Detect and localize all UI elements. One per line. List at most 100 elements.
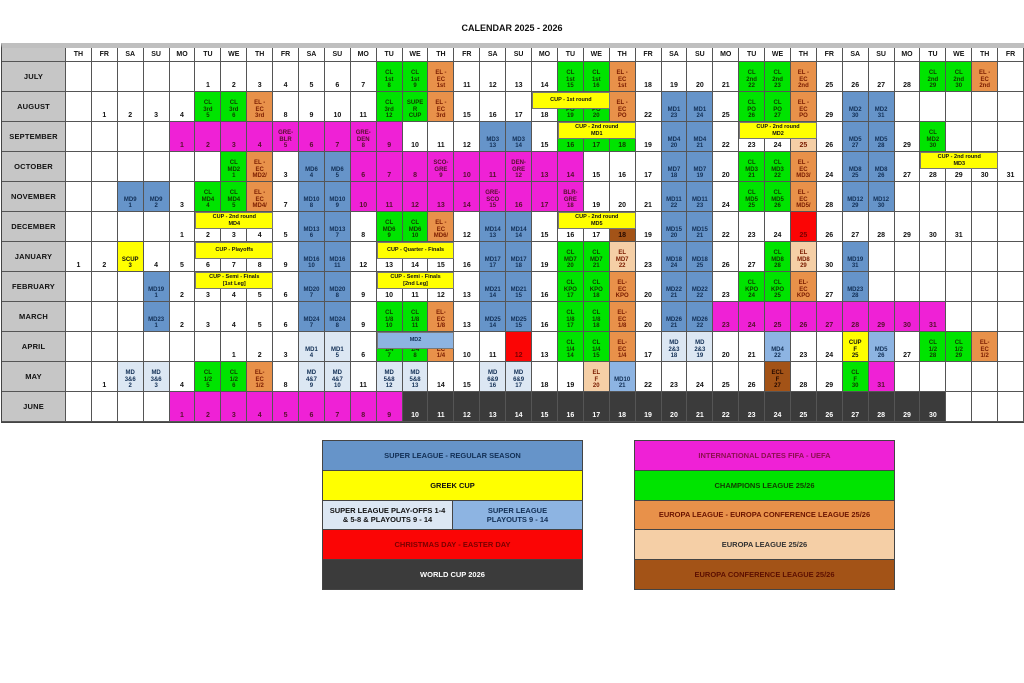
day-cell: MD1 5 xyxy=(324,332,351,362)
day-cell: 29 xyxy=(894,392,921,422)
day-cell: CL KPO 18 xyxy=(583,272,610,302)
day-cell: 27 xyxy=(816,272,843,302)
day-cell: MD23 28 xyxy=(842,272,869,302)
day-cell: 24 xyxy=(713,182,740,212)
weekday-header: SU xyxy=(324,48,351,62)
day-cell: MD 4&7 10 xyxy=(324,362,351,392)
day-cell: 30 xyxy=(816,242,843,272)
legend-item: CHAMPIONS LEAGUE 25/26 xyxy=(635,470,894,500)
day-cell: MD13 6 xyxy=(299,212,325,242)
day-cell: 4 xyxy=(247,122,274,152)
day-cell: 16 xyxy=(557,392,584,422)
day-cell: 19 xyxy=(635,122,662,152)
legend-row: EUROPA LEAGUE 25/26 xyxy=(635,530,894,561)
day-cell: EL F 20 xyxy=(583,362,610,392)
day-cell: 2 xyxy=(169,272,196,302)
day-cell xyxy=(66,182,92,212)
day-cell: MD 5&8 12 xyxy=(376,362,403,392)
day-cell: 6 xyxy=(273,272,300,302)
day-cell: 5 xyxy=(247,302,274,332)
day-cell: 14 xyxy=(506,392,533,422)
day-cell: 4 xyxy=(247,392,274,422)
day-cell xyxy=(117,62,144,92)
weekday-header: TH xyxy=(972,48,999,62)
day-cell: MD14 14 xyxy=(506,212,533,242)
day-cell: CL 1/2 28 xyxy=(920,332,947,362)
weekday-header: WE xyxy=(402,48,429,62)
day-cell: CL 2nd 22 xyxy=(739,62,766,92)
day-cell xyxy=(91,62,118,92)
day-cell: CL 1/2 6 xyxy=(221,362,248,392)
legend-row: SUPER LEAGUE PLAY-OFFS 1-4 & 5-8 & PLAYO… xyxy=(323,500,582,531)
day-cell: MD6 5 xyxy=(324,152,351,182)
day-cell xyxy=(117,272,144,302)
day-cell: CL MD4 5 xyxy=(221,182,248,212)
legend-row: EUROPA LEAGUE - EUROPA CONFERENCE LEAGUE… xyxy=(635,500,894,531)
day-cell: 27 xyxy=(868,62,895,92)
day-cell: CUP F 25 xyxy=(842,332,869,362)
month-label: OCTOBER xyxy=(2,152,66,182)
day-cell: 24 xyxy=(816,332,843,362)
day-cell: 1 xyxy=(169,392,196,422)
day-cell: 24 xyxy=(765,212,791,242)
day-cell: 28 xyxy=(790,362,817,392)
day-cell: 11 xyxy=(350,362,377,392)
day-cell: 19 xyxy=(661,62,688,92)
day-cell: 31 xyxy=(920,302,947,332)
weekday-header: WE xyxy=(765,48,791,62)
day-cell: CL 1/8 18 xyxy=(583,302,610,332)
day-cell: 23 xyxy=(713,272,740,302)
day-cell xyxy=(169,332,196,362)
day-cell: 1 xyxy=(195,62,222,92)
day-cell: 12 xyxy=(480,62,507,92)
day-cell: 27 xyxy=(842,212,869,242)
day-cell: 15 xyxy=(454,92,481,122)
day-cell: 2 xyxy=(169,302,196,332)
day-cell: MD11 23 xyxy=(687,182,714,212)
weekday-header: SU xyxy=(868,48,895,62)
legend-row: CHAMPIONS LEAGUE 25/26 xyxy=(635,470,894,501)
day-cell: DEN- GRE 12 xyxy=(506,152,533,182)
day-cell: 2 xyxy=(247,332,274,362)
day-cell: EL - EC MD5/ xyxy=(790,182,817,212)
day-cell: EL - EC MD3/ xyxy=(790,152,817,182)
day-cell: EL- EC KPO xyxy=(790,272,817,302)
day-cell xyxy=(894,182,921,212)
day-cell: 11 xyxy=(454,62,481,92)
month-label: APRIL xyxy=(2,332,66,362)
day-cell: MD18 25 xyxy=(687,242,714,272)
day-cell: 4 xyxy=(169,362,196,392)
day-cell: MD6 4 xyxy=(299,152,325,182)
weekday-header: TU xyxy=(195,48,222,62)
day-cell xyxy=(998,242,1024,272)
day-cell: 24 xyxy=(765,392,791,422)
day-cell: 11 xyxy=(376,182,403,212)
day-cell xyxy=(143,392,170,422)
day-cell: EL MD7 22 xyxy=(609,242,636,272)
day-cell: EL - EC 3rd xyxy=(428,92,455,122)
day-cell xyxy=(117,302,144,332)
day-cell: 19 xyxy=(583,182,610,212)
day-cell: 31 xyxy=(946,212,973,242)
day-cell: 10 xyxy=(454,332,481,362)
day-cell: CL MD7 20 xyxy=(557,242,584,272)
day-cell xyxy=(91,392,118,422)
day-cell: 21 xyxy=(739,332,766,362)
day-cell: 17 xyxy=(635,332,662,362)
day-cell: MD10 9 xyxy=(324,182,351,212)
day-cell: 5 xyxy=(169,242,196,272)
legend-international: INTERNATIONAL DATES FIFA - UEFA CHAMPIONS… xyxy=(634,440,895,590)
day-cell xyxy=(894,242,921,272)
day-cell: 10 xyxy=(350,182,377,212)
day-cell: 4 xyxy=(221,302,248,332)
day-cell: 3 xyxy=(143,92,170,122)
day-cell: 16 xyxy=(609,152,636,182)
cup-banner: CUP - Playoffs xyxy=(195,242,274,259)
day-cell: 16 xyxy=(532,302,558,332)
weekday-header: TU xyxy=(920,48,947,62)
day-cell: MD 6&9 16 xyxy=(480,362,507,392)
day-cell: 20 xyxy=(713,332,740,362)
day-cell: MD20 8 xyxy=(324,272,351,302)
day-cell: 27 xyxy=(894,152,921,182)
